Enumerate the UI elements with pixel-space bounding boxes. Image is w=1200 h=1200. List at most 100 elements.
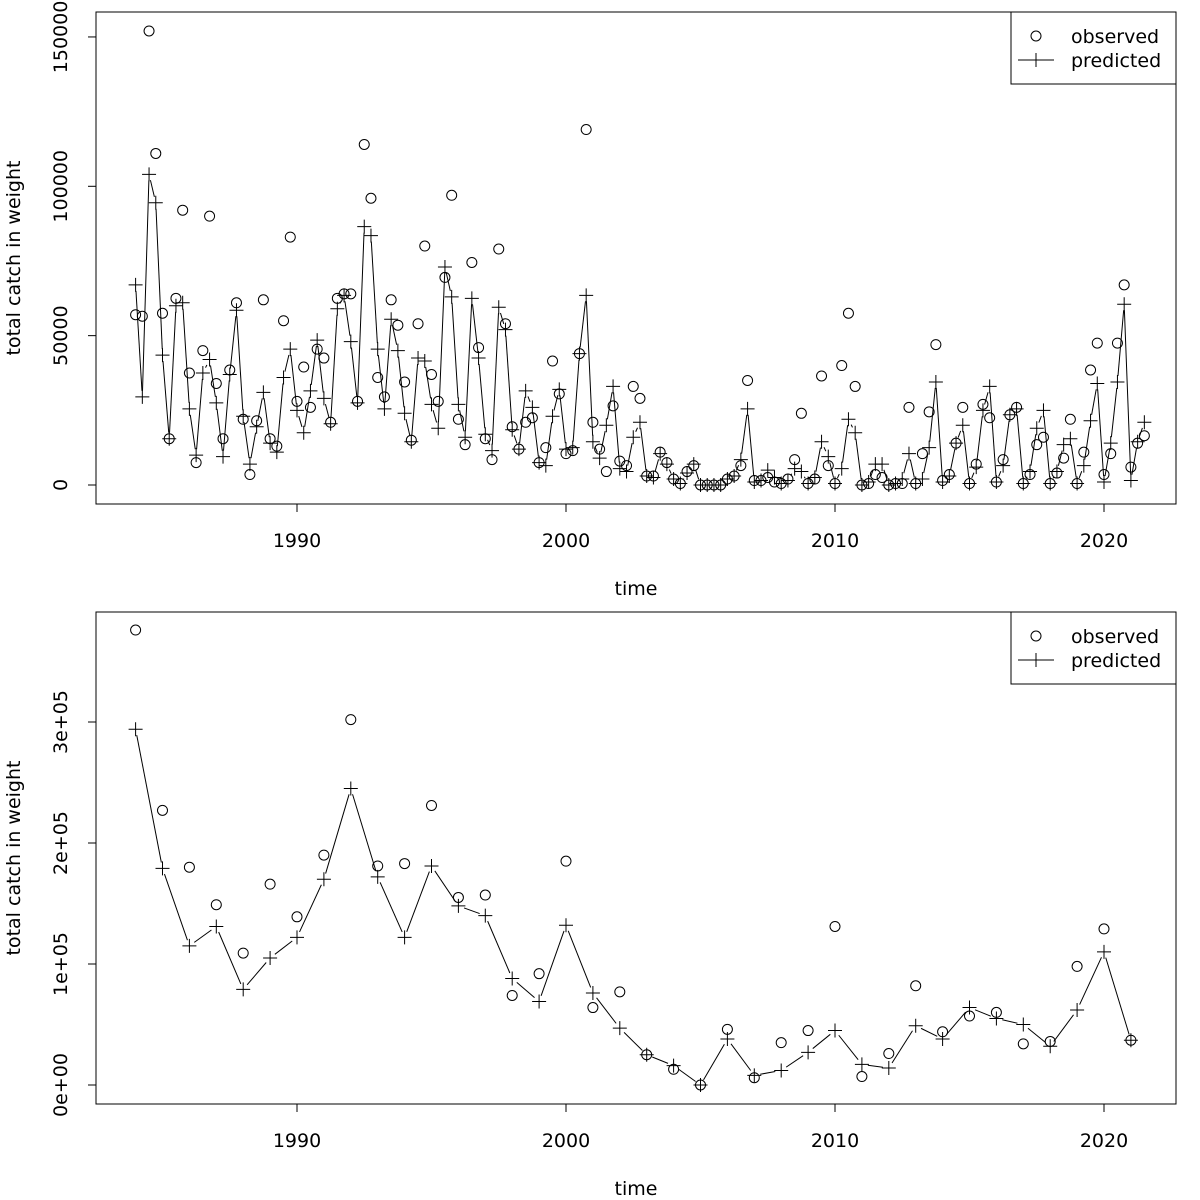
predicted-line-segment [760,1071,776,1075]
predicted-point [1036,403,1051,418]
observed-point [493,243,505,255]
predicted-line-segment [499,312,505,325]
predicted-line-segment [703,1043,725,1081]
predicted-point [727,469,742,484]
observed-point [257,294,269,306]
predicted-point [350,395,365,410]
predicted-line-segment [803,476,806,479]
predicted-point [928,374,943,389]
x-tick-label: 1990 [273,1130,321,1152]
predicted-line-segment [1123,310,1132,475]
predicted-point [841,412,856,427]
predicted-point [471,351,486,366]
x-tick-label: 2020 [1080,530,1128,552]
predicted-point [942,469,957,484]
y-tick-label: 1e+05 [50,932,72,996]
observed-point [1031,439,1043,451]
observed-point [210,377,222,389]
predicted-line-segment [243,422,250,459]
predicted-line-segment [747,414,755,477]
predicted-line-segment [324,404,330,419]
predicted-point [532,994,547,1009]
predicted-point [290,930,304,945]
predicted-line-segment [1097,389,1105,477]
predicted-line-segment [491,313,499,445]
observed-point [217,433,229,445]
observed-point [856,1071,868,1083]
predicted-line-segment [594,447,598,453]
predicted-point [155,348,170,363]
predicted-point [491,300,506,315]
predicted-point [518,383,533,398]
y-tick-label: 0e+00 [50,1053,72,1117]
predicted-point [1097,944,1111,959]
predicted-point [861,475,876,490]
predicted-point [175,295,190,310]
predicted-line-segment [1139,427,1143,437]
predicted-point [572,346,587,361]
predicted-line-segment [236,316,244,411]
observed-point [742,374,754,386]
predicted-point [774,1063,789,1078]
predicted-point [794,464,809,479]
predicted-line-segment [487,439,491,446]
predicted-point [478,908,493,923]
predicted-line-segment [815,447,821,472]
predicted-line-segment [155,208,163,350]
predicted-line-segment [640,428,647,471]
predicted-point [922,440,937,455]
predicted-line-segment [330,314,338,418]
predicted-line-segment [1053,1014,1074,1042]
observed-point [1017,1038,1029,1050]
predicted-point [478,427,493,442]
observed-point [775,1037,787,1049]
predicted-point [444,289,459,304]
predicted-line-segment [1084,426,1091,460]
y-axis-title: total catch in weight [3,761,25,956]
predicted-line-segment [276,383,284,447]
predicted-line-segment [339,300,342,304]
predicted-point [592,451,607,466]
predicted-point [363,228,378,243]
observed-point [183,367,195,379]
predicted-point [747,1068,762,1083]
predicted-point [935,1032,950,1047]
predicted-point [384,312,399,327]
predicted-point [222,367,237,382]
predicted-line-segment [579,301,586,348]
predicted-line-segment [344,301,351,336]
predicted-point [747,475,762,490]
predicted-line-segment [532,413,539,457]
predicted-point [370,342,385,357]
predicted-point [639,469,654,484]
observed-point [1058,452,1070,464]
series-predicted [128,722,1138,1092]
predicted-point [754,473,769,488]
legend-predicted-label: predicted [1071,650,1161,672]
x-tick-label: 2010 [811,530,859,552]
predicted-line-segment [823,446,827,452]
legend-box [1010,611,1177,685]
predicted-line-segment [1070,444,1077,478]
predicted-line-segment [842,425,849,463]
observed-point [452,413,464,425]
observed-point [392,319,404,331]
predicted-line-segment [829,462,835,478]
observed-point [318,352,330,364]
observed-point [157,804,168,816]
predicted-point [1029,421,1044,436]
predicted-point [1043,1039,1058,1054]
predicted-point [1123,473,1138,488]
predicted-point [236,982,251,997]
predicted-point [310,333,325,348]
predicted-point [202,352,217,367]
predicted-point [276,370,291,385]
predicted-point [760,463,775,478]
predicted-point [209,919,224,934]
observed-point [903,401,915,413]
observed-point [237,947,249,959]
predicted-point [975,403,990,418]
predicted-point [1016,476,1031,491]
predicted-point [323,416,338,431]
